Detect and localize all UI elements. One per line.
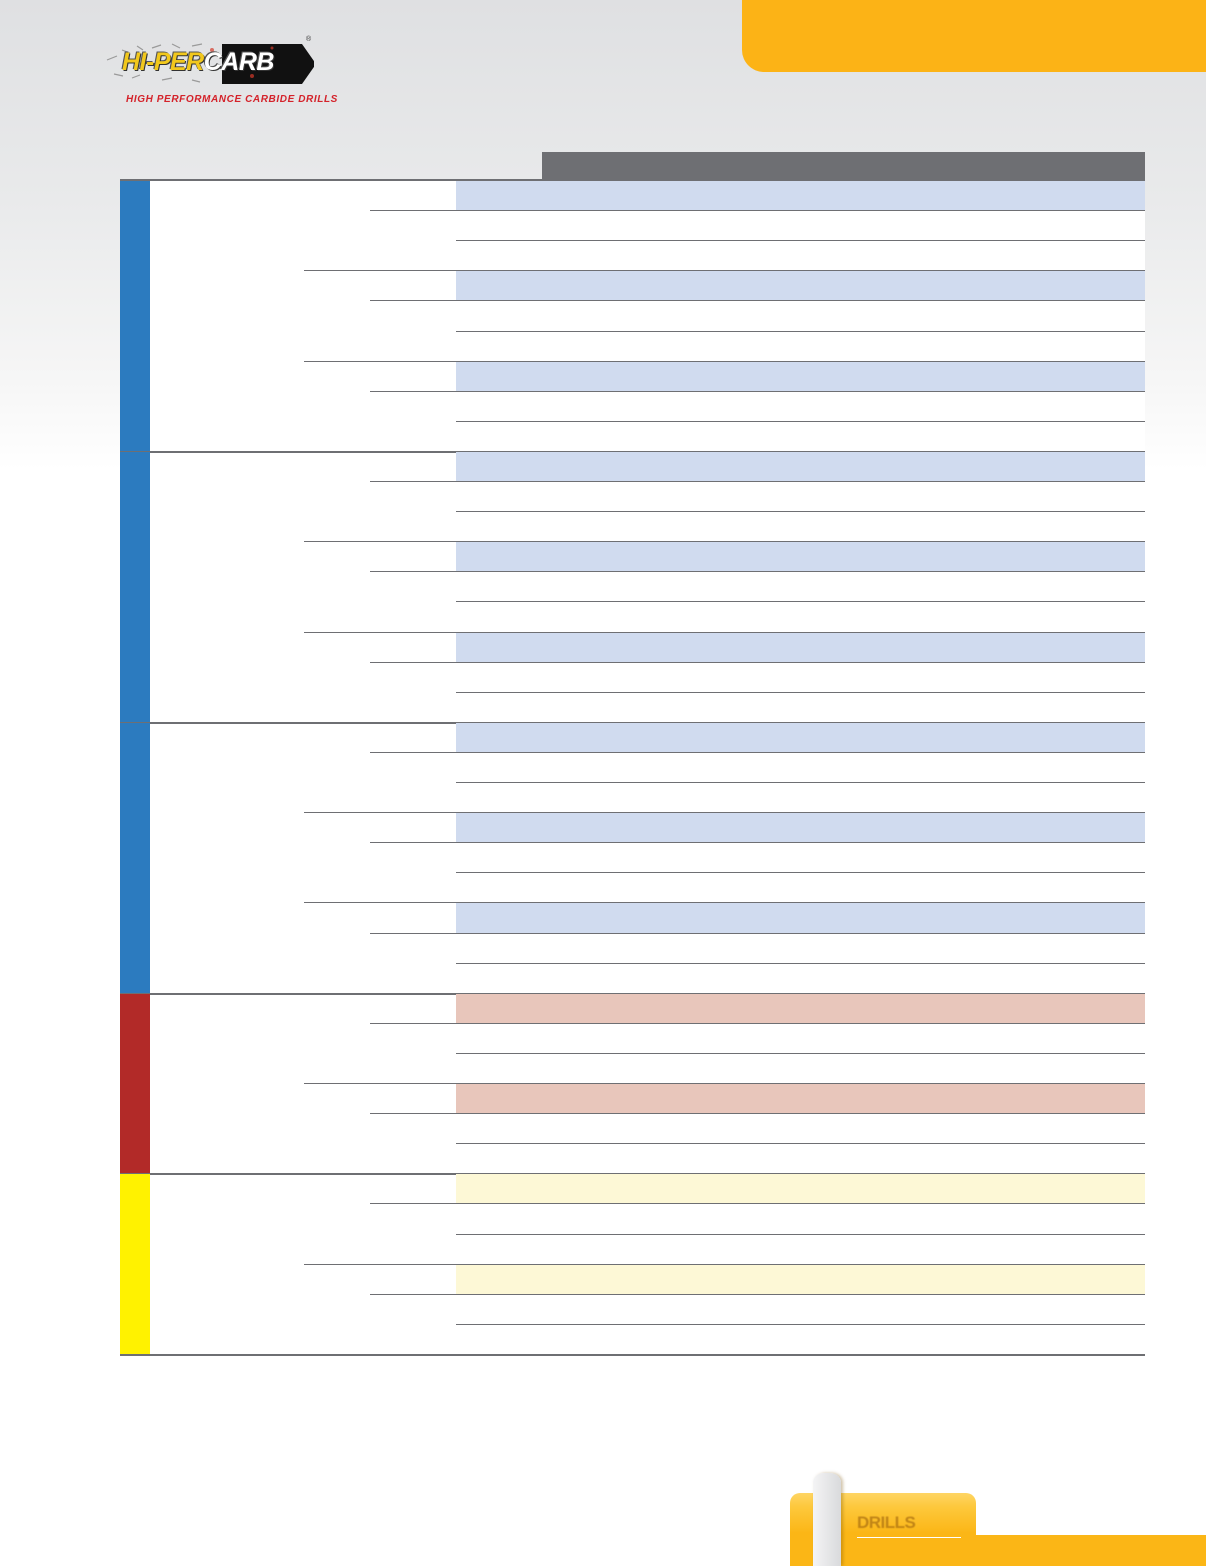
row-divider (456, 691, 1145, 693)
row-divider (456, 782, 1145, 783)
table-row-highlight (456, 1264, 1145, 1295)
row-divider (304, 812, 1145, 814)
row-divider (456, 1143, 1145, 1145)
table-row-highlight (456, 271, 1145, 302)
group-color-band-blue (120, 451, 150, 723)
group-color-band-blue (120, 181, 150, 452)
row-divider (370, 210, 1145, 212)
table-row-highlight (456, 361, 1145, 392)
table-row-highlight (456, 542, 1145, 573)
row-divider (370, 481, 1145, 482)
row-divider (456, 872, 1145, 874)
table-row-highlight (456, 813, 1145, 844)
table-row-highlight (456, 632, 1145, 663)
row-divider (370, 390, 1145, 392)
row-divider (456, 1323, 1145, 1325)
table-row-highlight (456, 903, 1145, 934)
logo-tagline: HIGH PERFORMANCE CARBIDE DRILLS (126, 94, 338, 105)
row-divider (370, 300, 1145, 302)
row-divider (370, 571, 1145, 573)
row-divider (456, 962, 1145, 964)
row-divider (304, 1083, 1145, 1084)
row-divider (456, 330, 1145, 332)
section-tab-underline (857, 1537, 961, 1538)
logo-text-carb: CARB (203, 48, 275, 76)
group-color-band-blue (120, 722, 150, 994)
row-divider (304, 631, 1145, 633)
table-row-highlight (456, 1174, 1145, 1205)
row-divider (370, 1022, 1145, 1024)
bottom-accent-band (975, 1535, 1206, 1566)
row-divider (304, 902, 1145, 904)
table-row-highlight (456, 451, 1145, 482)
logo-text-hiper: HI-PER (122, 48, 204, 76)
table-row-highlight (456, 181, 1145, 211)
logo-arrow-mark (106, 43, 314, 84)
row-divider (304, 541, 1145, 543)
row-divider (456, 420, 1145, 422)
group-color-band-yellow (120, 1174, 150, 1355)
row-divider (304, 1263, 1145, 1265)
table-row-highlight (456, 993, 1145, 1024)
row-divider (370, 842, 1145, 844)
row-divider (120, 1353, 1145, 1356)
row-divider (304, 360, 1145, 362)
row-divider (370, 1203, 1145, 1205)
table-row-highlight (456, 722, 1145, 753)
row-divider (304, 270, 1145, 272)
table-row-highlight (456, 1084, 1145, 1114)
row-divider (370, 1113, 1145, 1115)
drill-data-table (120, 179, 1145, 1356)
row-divider (370, 751, 1145, 753)
row-divider (456, 511, 1145, 513)
section-tab-label: DRILLS (857, 1513, 916, 1532)
row-divider (456, 601, 1145, 603)
hi-percarb-logo: HI-PERCARB ® HIGH PERFORMANCE CARBIDE DR… (100, 36, 337, 112)
top-accent-tab (742, 0, 1206, 72)
row-divider (370, 932, 1145, 934)
row-divider (370, 661, 1145, 663)
registered-mark: ® (306, 36, 312, 43)
table-header-bar (542, 152, 1145, 179)
row-divider (456, 1233, 1145, 1235)
logo-wordmark: HI-PERCARB (122, 48, 274, 77)
row-divider (456, 240, 1145, 242)
row-divider (456, 1052, 1145, 1054)
drill-bit-icon (813, 1473, 841, 1566)
row-divider (370, 1293, 1145, 1295)
group-color-band-red (120, 993, 150, 1175)
